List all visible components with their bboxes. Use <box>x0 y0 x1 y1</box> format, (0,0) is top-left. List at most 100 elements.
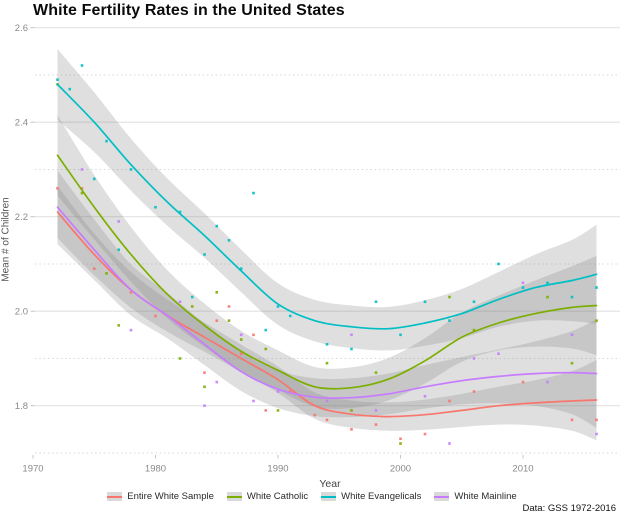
trend-line-white-mainline <box>56 206 598 400</box>
legend-label: White Evangelicals <box>341 491 422 502</box>
data-point-white-evangelicals <box>105 139 108 143</box>
data-point-entire-white-sample <box>129 291 133 294</box>
data-point-white-evangelicals <box>178 210 182 214</box>
trend-line-white-evangelicals <box>56 83 598 330</box>
data-point-entire-white-sample <box>595 418 598 422</box>
legend-label: Entire White Sample <box>127 491 214 502</box>
data-point-white-mainline <box>497 352 500 356</box>
data-point-entire-white-sample <box>288 390 292 393</box>
y-tick-label: 1.8 <box>15 401 28 412</box>
data-point-entire-white-sample <box>56 187 59 190</box>
data-point-white-mainline <box>374 409 378 412</box>
data-point-white-evangelicals <box>227 239 231 242</box>
data-point-white-evangelicals <box>276 305 280 308</box>
data-point-white-mainline <box>325 399 329 403</box>
data-point-entire-white-sample <box>227 305 231 308</box>
x-tick-label: 1990 <box>267 464 288 475</box>
data-point-white-evangelicals <box>350 347 353 351</box>
confidence-band-white-mainline <box>57 170 597 428</box>
data-point-white-catholic <box>239 338 243 341</box>
data-point-white-evangelicals <box>374 300 378 304</box>
data-point-white-mainline <box>252 399 255 403</box>
data-point-white-catholic <box>190 305 194 308</box>
data-point-entire-white-sample <box>215 319 219 322</box>
data-point-white-evangelicals <box>215 224 219 228</box>
data-point-white-evangelicals <box>264 328 268 332</box>
data-point-white-catholic <box>178 357 182 360</box>
data-point-white-mainline <box>129 328 133 332</box>
data-point-white-mainline <box>595 432 598 436</box>
data-point-white-mainline <box>448 442 451 445</box>
data-point-white-mainline <box>276 390 280 393</box>
data-point-white-mainline <box>178 300 182 304</box>
data-point-white-catholic <box>570 361 574 365</box>
data-point-white-evangelicals <box>521 286 525 289</box>
data-point-white-evangelicals <box>472 300 476 304</box>
data-point-entire-white-sample <box>374 423 378 426</box>
data-point-white-evangelicals <box>595 286 598 289</box>
data-point-entire-white-sample <box>239 352 243 356</box>
data-point-white-mainline <box>546 380 549 384</box>
data-point-white-evangelicals <box>325 342 329 346</box>
data-point-white-catholic <box>448 295 451 299</box>
data-point-white-mainline <box>239 333 243 337</box>
data-point-white-catholic <box>276 409 280 412</box>
data-point-white-mainline <box>472 357 476 360</box>
data-point-white-evangelicals <box>190 295 194 299</box>
data-point-white-catholic <box>264 347 268 351</box>
data-point-white-mainline <box>350 333 353 337</box>
y-tick-label: 2.4 <box>15 117 28 128</box>
legend-item-entire-white-sample: Entire White Sample <box>107 491 214 502</box>
legend-key-icon <box>434 492 450 501</box>
data-point-entire-white-sample <box>325 418 329 422</box>
data-point-white-evangelicals <box>154 205 157 209</box>
y-axis-title: Mean # of Children <box>0 197 12 282</box>
legend-key-icon <box>321 492 337 501</box>
legend-key-icon <box>226 492 242 501</box>
data-point-entire-white-sample <box>423 432 427 436</box>
legend-item-white-evangelicals: White Evangelicals <box>321 491 421 502</box>
data-point-white-catholic <box>215 291 219 294</box>
data-point-entire-white-sample <box>154 314 157 318</box>
data-point-entire-white-sample <box>350 428 353 431</box>
data-point-entire-white-sample <box>472 390 476 393</box>
data-point-white-evangelicals <box>448 319 451 322</box>
x-tick-label: 2000 <box>390 464 411 475</box>
data-point-white-evangelicals <box>68 87 72 91</box>
data-point-white-catholic <box>117 324 121 327</box>
data-point-white-mainline <box>423 394 427 398</box>
data-point-white-evangelicals <box>80 64 84 67</box>
data-point-white-evangelicals <box>546 281 549 285</box>
trend-line-white-catholic <box>56 154 598 390</box>
data-point-entire-white-sample <box>448 399 451 403</box>
data-point-white-mainline <box>117 220 121 223</box>
legend-label: White Catholic <box>246 491 309 502</box>
x-tick-label: 2010 <box>512 464 533 475</box>
data-point-entire-white-sample <box>570 418 574 422</box>
data-point-white-evangelicals <box>288 314 292 318</box>
data-point-white-catholic <box>80 191 84 195</box>
data-point-entire-white-sample <box>313 413 317 417</box>
legend-item-white-catholic: White Catholic <box>226 491 309 502</box>
data-point-white-mainline <box>80 168 84 171</box>
data-point-white-catholic <box>227 319 231 322</box>
data-point-entire-white-sample <box>264 409 268 412</box>
data-point-white-catholic <box>325 361 329 365</box>
data-point-entire-white-sample <box>521 380 525 384</box>
data-point-white-evangelicals <box>92 177 96 181</box>
data-point-white-evangelicals <box>56 78 59 81</box>
y-tick-label: 2.2 <box>15 212 28 223</box>
data-point-white-mainline <box>521 281 525 285</box>
data-point-white-catholic <box>595 319 598 322</box>
x-tick-label: 1970 <box>22 464 43 475</box>
data-point-white-evangelicals <box>252 191 255 195</box>
data-point-white-mainline <box>203 404 206 407</box>
legend-item-white-mainline: White Mainline <box>434 491 517 502</box>
data-point-white-catholic <box>350 409 353 412</box>
data-point-entire-white-sample <box>80 187 84 190</box>
data-point-white-evangelicals <box>497 262 500 266</box>
data-point-white-catholic <box>546 295 549 299</box>
data-point-white-evangelicals <box>239 267 243 270</box>
